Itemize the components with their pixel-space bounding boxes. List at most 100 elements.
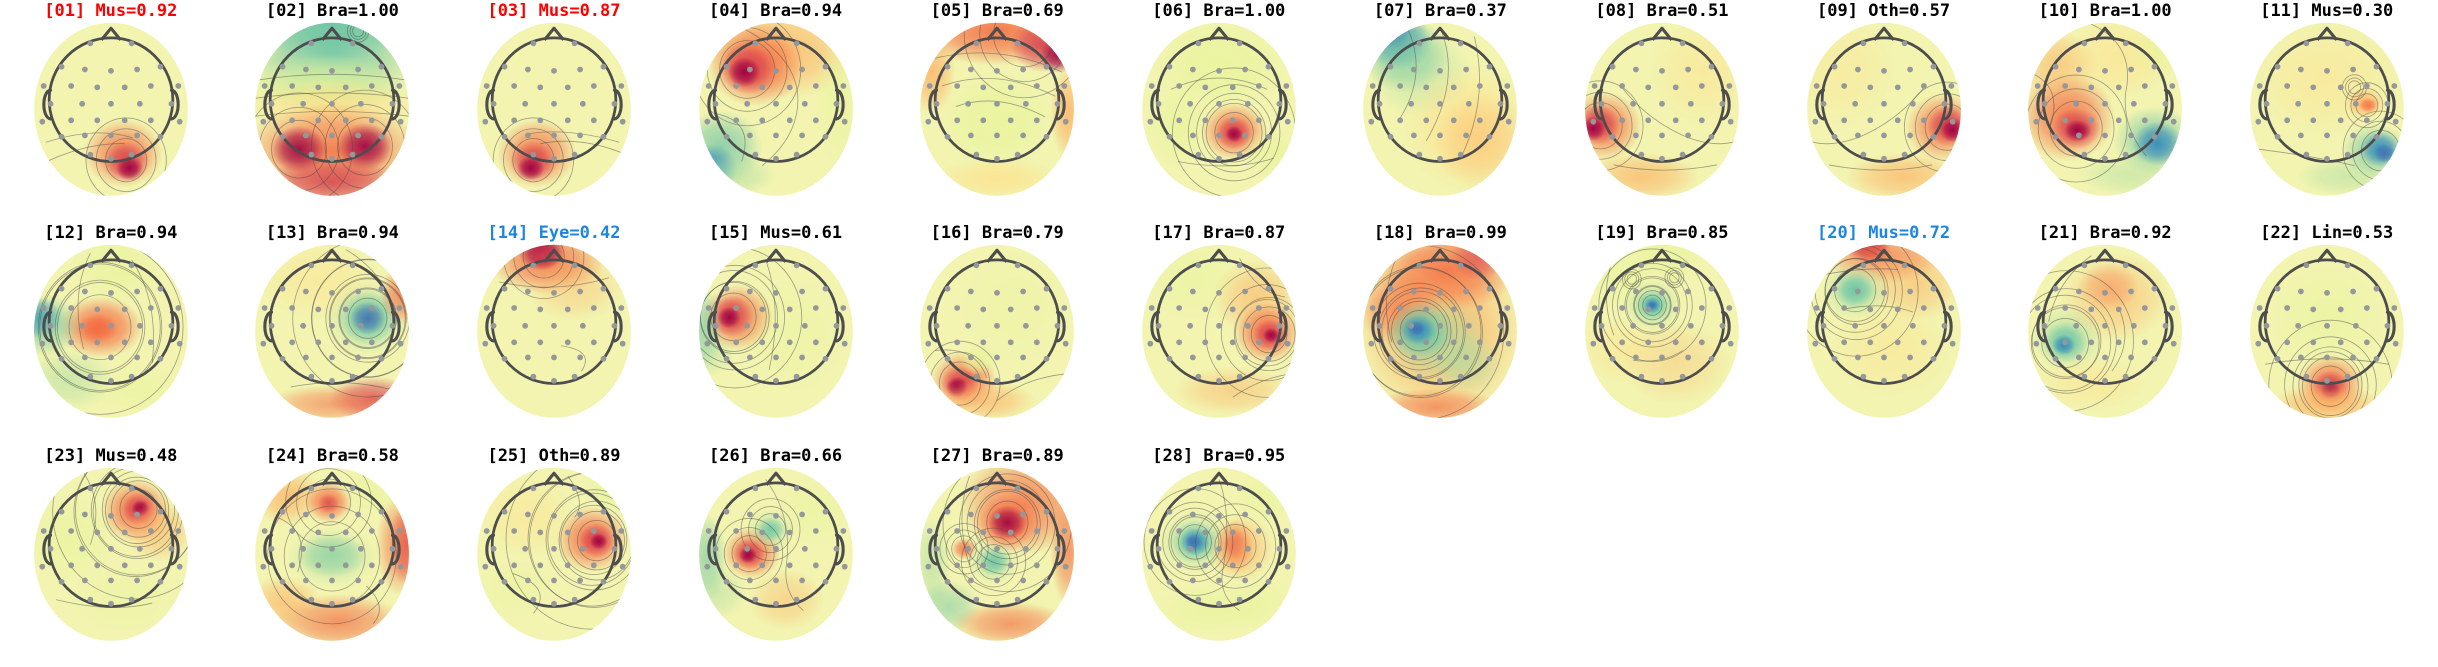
electrode-dot [2128, 288, 2135, 295]
electrode-dot [746, 511, 753, 517]
electrode-dot [1195, 374, 1202, 380]
contour-ring [2028, 74, 2128, 183]
electrode-dot [1638, 374, 1645, 380]
electrode-dot [1466, 100, 1473, 107]
electrode-dot [954, 83, 961, 89]
electrode-dot [1698, 83, 1705, 89]
field-blob-deepred [1224, 125, 1243, 143]
electrode-dot [980, 339, 987, 346]
electrode-dot [786, 339, 793, 346]
electrode-dot [564, 529, 571, 535]
electrode-dot [1866, 339, 1873, 346]
contour-ring [1214, 523, 1257, 568]
field-blob-paleyellow [478, 475, 575, 559]
electrode-dot [522, 545, 529, 552]
electrode-dot [1901, 151, 1908, 158]
electrode-dot [1880, 354, 1887, 361]
electrode-dot [1176, 562, 1182, 568]
field-group [698, 467, 853, 641]
field-blob-teal [255, 22, 410, 62]
contour-line [567, 475, 580, 518]
contour-ring [1642, 294, 1663, 317]
electrode-dot [812, 305, 819, 312]
electrode-dot [2122, 262, 2129, 269]
electrode-dot [1416, 151, 1423, 158]
component-20: [20] Mus=0.72 [1773, 222, 1995, 444]
electrode-dot [1880, 100, 1887, 107]
electrode-dot [280, 508, 286, 515]
electrode-dot [398, 563, 404, 570]
nose-outline [1207, 26, 1230, 41]
electrode-dot [1619, 339, 1625, 346]
electrode-dot [134, 511, 140, 517]
topomap [1806, 245, 1961, 419]
electrode-dot [752, 151, 758, 158]
component-14: [14] Eye=0.42 [443, 222, 665, 444]
field-group [698, 245, 853, 419]
electrode-dot [1638, 151, 1645, 158]
electrode-dot [1020, 66, 1027, 73]
electrode-dot [1947, 83, 1954, 89]
electrode-dot [954, 305, 961, 312]
electrode-dot [79, 323, 85, 329]
electrode-dot [389, 545, 396, 552]
electrode-dot [1265, 286, 1272, 292]
electrode-dot [579, 323, 586, 329]
contour-ring [1170, 516, 1220, 568]
electrode-dot [2142, 117, 2148, 124]
electrode-dot [994, 290, 1001, 297]
electrode-dot [1659, 378, 1665, 384]
field-blob-deepred [2063, 119, 2092, 142]
contour-line [996, 373, 1066, 402]
contour-ring [52, 467, 188, 599]
electrode-dot [2274, 63, 2281, 70]
contour-line [526, 131, 620, 143]
electrode-dot [40, 527, 47, 534]
electrode-dot [1155, 545, 1162, 552]
electrode-dot [1880, 132, 1887, 139]
electrode-dot [1166, 133, 1173, 140]
electrode-dot [2062, 305, 2069, 312]
electrode-dot [136, 545, 143, 552]
electrode-dot [2263, 100, 2270, 107]
electrode-dots [1368, 262, 1512, 384]
topomap [33, 22, 188, 196]
electrode-dot [590, 527, 597, 534]
electrode-dot [175, 305, 182, 312]
electrode-dot [564, 117, 571, 124]
electrode-dot [1880, 323, 1887, 329]
electrode-dot [1255, 339, 1262, 346]
electrode-dot [752, 374, 758, 380]
field-blob-lightorange [1174, 366, 1291, 415]
electrode-dot [1236, 485, 1243, 491]
topomap [33, 245, 188, 419]
electrode-dot [1645, 306, 1652, 313]
electrode-dot [107, 100, 114, 107]
electrode-dot [2384, 100, 2391, 107]
field-group [477, 22, 631, 196]
electrode-dot [1949, 118, 1956, 125]
electrode-dot [746, 577, 753, 583]
electrode-dot [2323, 290, 2330, 297]
electrode-dot [68, 83, 74, 89]
electrode-dot [1008, 529, 1014, 535]
field-blob-deepblue [350, 302, 386, 336]
electrode-dot [68, 305, 74, 312]
electrode-dot [1860, 374, 1866, 380]
electrode-dot [577, 288, 583, 295]
electrode-dot [1685, 288, 1691, 295]
electrode-dot [840, 83, 846, 89]
contour-ring [963, 22, 1075, 99]
component-title: [10] Bra=1.00 [2038, 1, 2172, 21]
electrode-dot [47, 323, 54, 329]
component-17: [17] Bra=0.87 [1108, 222, 1330, 444]
electrode-dot [1166, 578, 1173, 585]
field-blob-palegreen [938, 68, 1056, 172]
contour-ring [568, 510, 625, 570]
electrode-dot [1408, 323, 1415, 329]
ear-right-outline [2164, 88, 2174, 121]
contour-ring [1205, 102, 1263, 163]
electrode-dot [2062, 83, 2069, 89]
field-blob-teal [33, 294, 80, 357]
electrode-dot [833, 545, 839, 552]
